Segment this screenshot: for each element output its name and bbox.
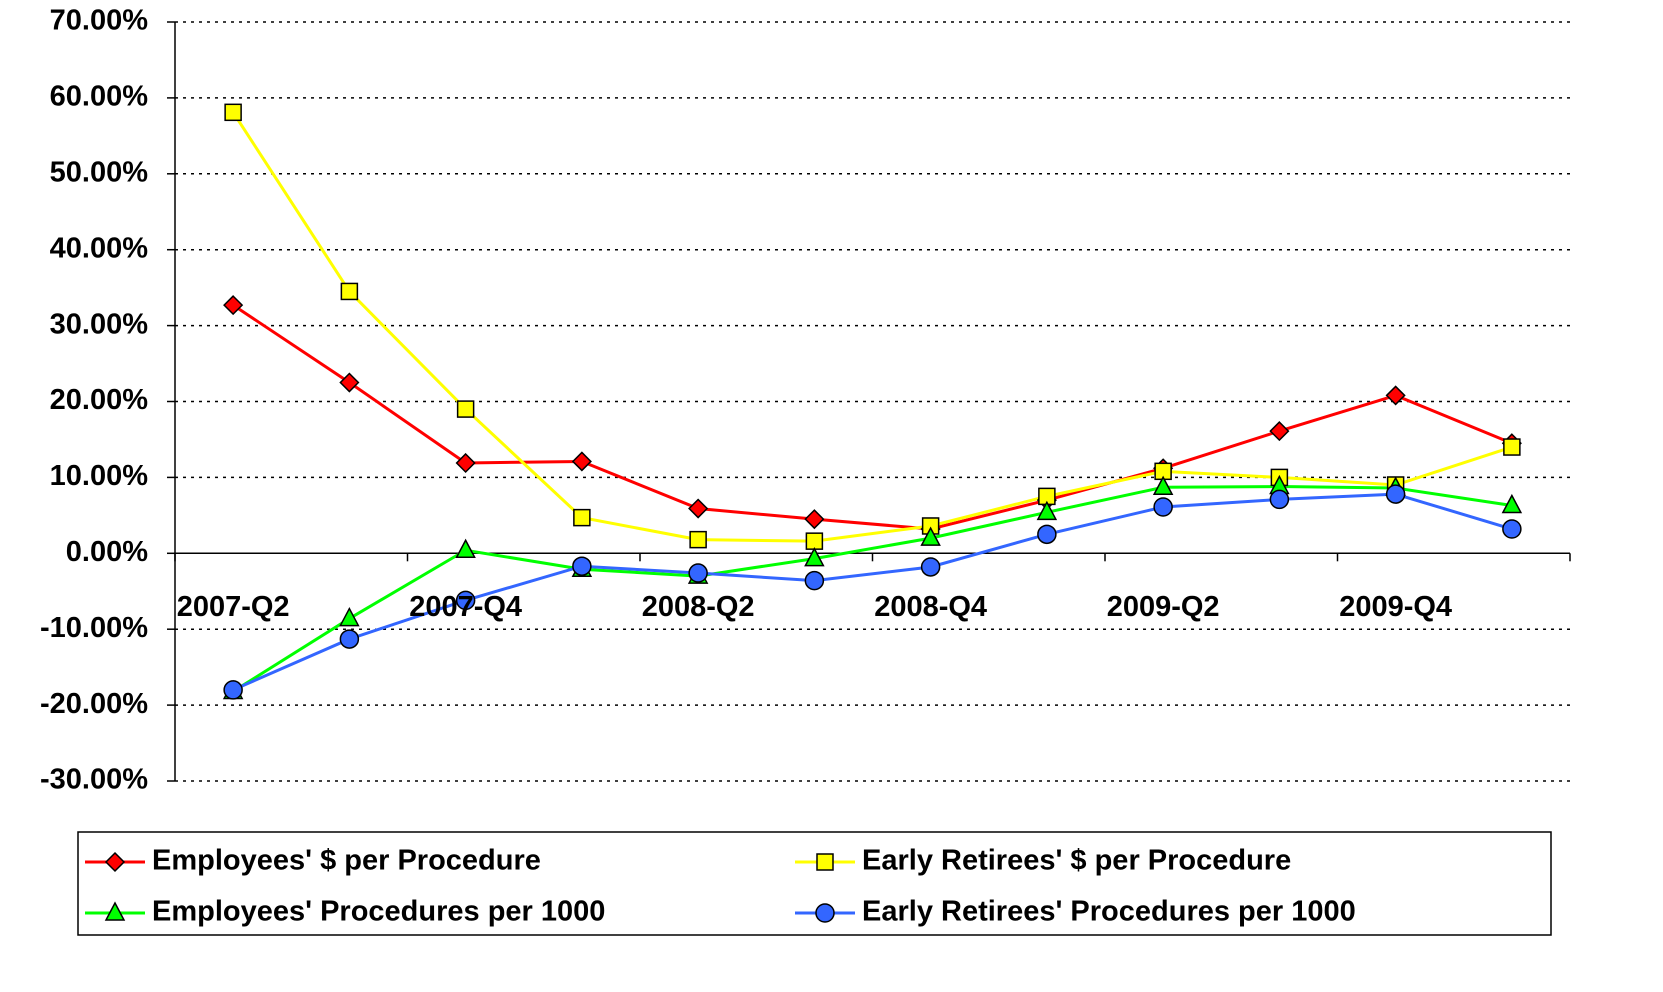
x-tick-label: 2008-Q4 <box>874 591 987 623</box>
y-tick-label: 20.00% <box>50 384 149 416</box>
marker <box>340 282 359 301</box>
marker <box>1152 475 1174 496</box>
marker <box>1269 489 1290 510</box>
marker <box>689 530 707 549</box>
y-tick-label: -20.00% <box>40 688 148 720</box>
y-tick-label: 50.00% <box>50 156 149 188</box>
marker <box>455 590 476 611</box>
marker <box>455 538 476 559</box>
marker <box>572 556 592 576</box>
x-tick-label: 2009-Q2 <box>1107 591 1220 623</box>
legend-label: Early Retirees' Procedures per 1000 <box>862 896 1356 928</box>
marker <box>104 901 126 921</box>
marker <box>1503 438 1521 456</box>
marker <box>456 400 475 418</box>
y-tick-label: 30.00% <box>50 308 149 340</box>
marker <box>816 853 834 871</box>
x-tick-label: 2008-Q2 <box>642 591 755 623</box>
marker <box>805 532 824 550</box>
y-tick-label: -10.00% <box>40 612 148 644</box>
marker <box>804 509 825 530</box>
marker <box>920 526 941 546</box>
marker <box>339 629 360 649</box>
marker <box>1501 493 1523 514</box>
x-tick-label: 2009-Q4 <box>1339 591 1452 623</box>
y-tick-label: 70.00% <box>50 5 149 37</box>
marker <box>104 851 126 873</box>
marker <box>223 295 244 316</box>
marker <box>920 557 941 577</box>
legend-label: Employees' Procedures per 1000 <box>152 896 605 928</box>
legend-label: Early Retirees' $ per Procedure <box>862 845 1291 877</box>
marker <box>688 563 708 583</box>
marker <box>1385 385 1406 406</box>
marker <box>1037 524 1057 545</box>
marker <box>339 606 360 627</box>
y-tick-label: 0.00% <box>66 536 148 568</box>
series-line <box>232 492 1513 692</box>
legend-label: Employees' $ per Procedure <box>152 845 541 877</box>
x-tick-label: 2007-Q4 <box>409 591 522 623</box>
x-tick-label: 2007-Q2 <box>177 591 290 623</box>
marker <box>224 103 242 122</box>
marker <box>455 452 476 474</box>
marker <box>1385 484 1406 504</box>
marker <box>1153 497 1173 517</box>
marker <box>223 680 243 700</box>
marker <box>573 508 591 527</box>
y-tick-label: 40.00% <box>50 232 149 264</box>
y-tick-label: -30.00% <box>40 764 148 796</box>
marker <box>339 372 360 393</box>
marker <box>1502 519 1522 539</box>
y-tick-label: 10.00% <box>50 460 149 492</box>
marker <box>688 498 709 519</box>
series-line <box>231 111 1513 543</box>
y-tick-label: 60.00% <box>50 81 149 113</box>
marker <box>815 903 835 923</box>
marker <box>804 570 825 591</box>
series-line <box>232 485 1513 693</box>
legend-box <box>77 831 1552 936</box>
marker <box>1269 421 1290 442</box>
marker <box>1036 500 1058 521</box>
series-line <box>232 303 1513 531</box>
marker <box>571 451 592 472</box>
marker <box>804 547 825 567</box>
